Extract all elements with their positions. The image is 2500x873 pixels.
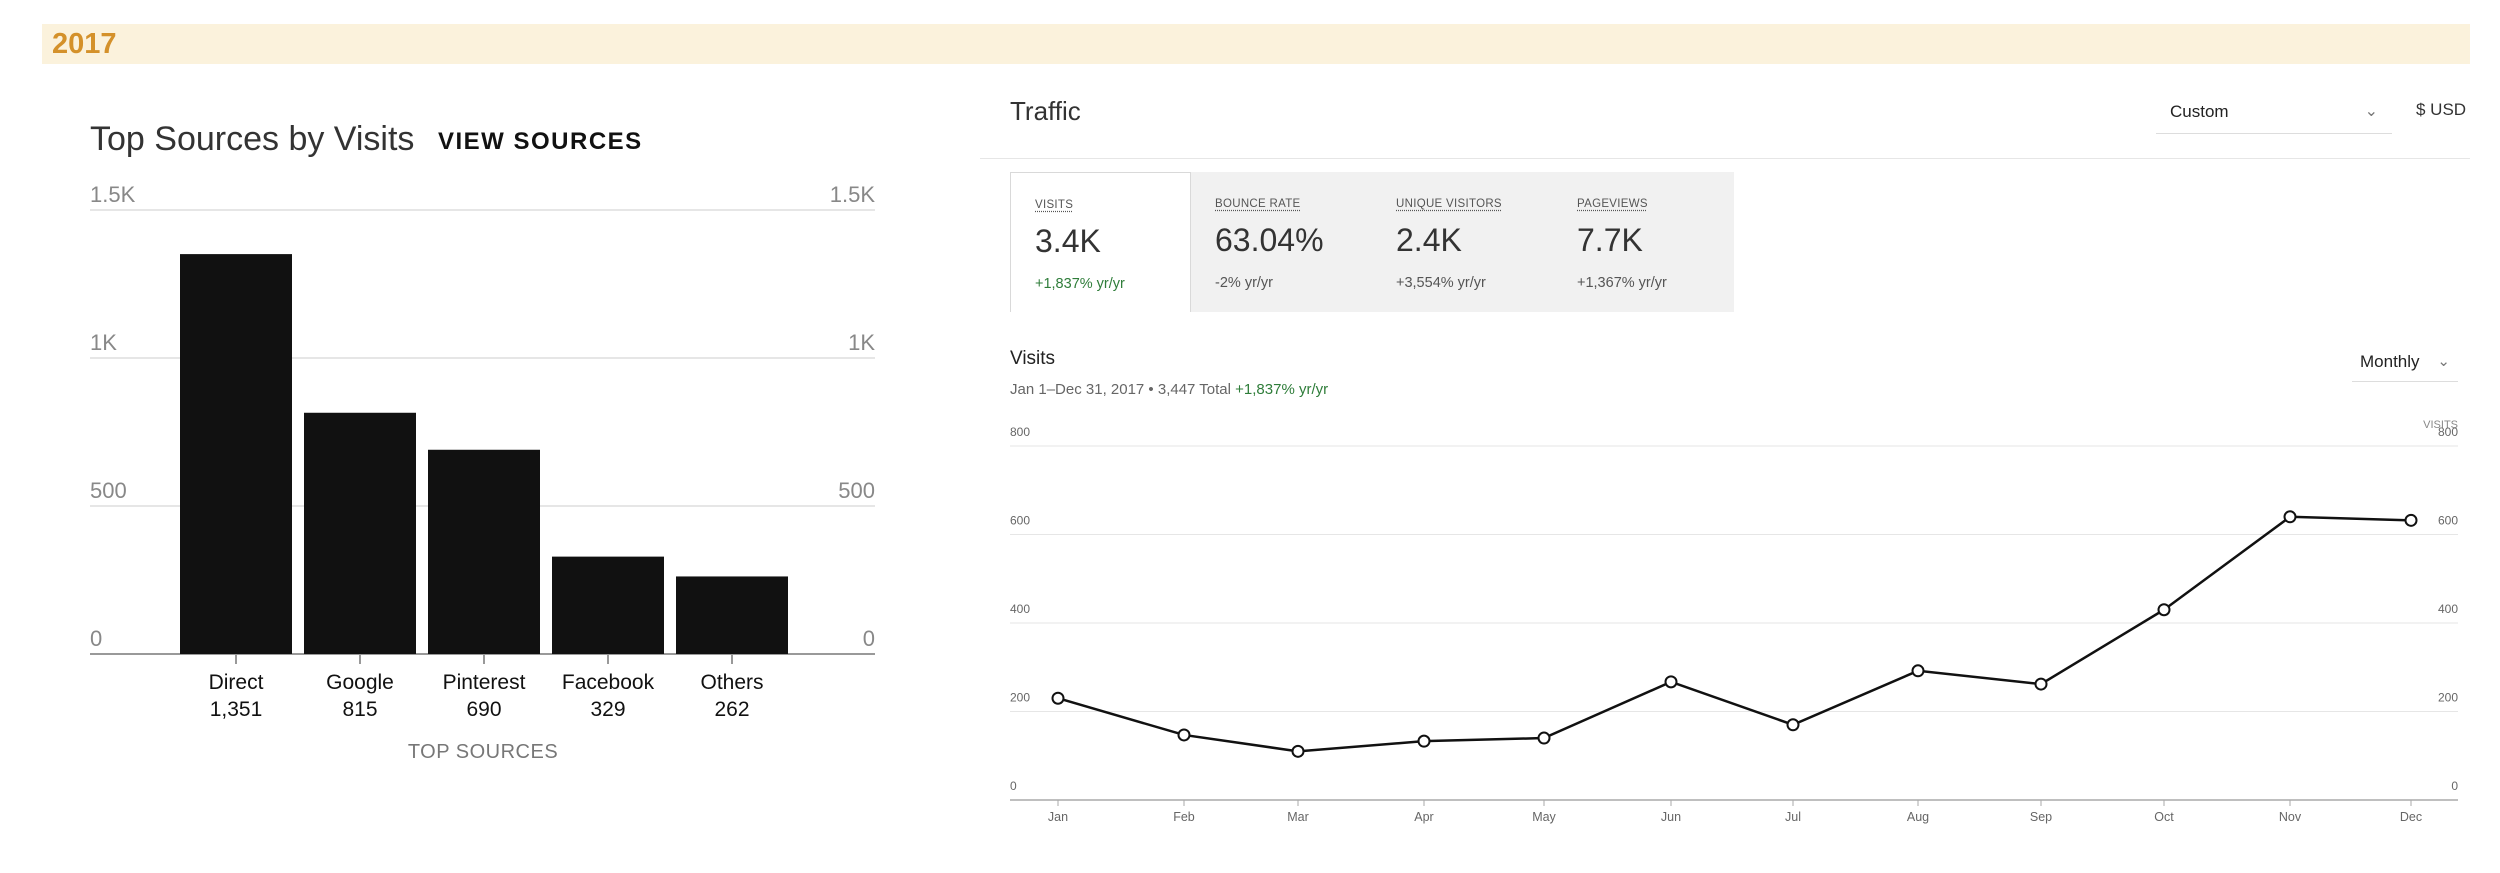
metric-label: BOUNCE RATE xyxy=(1215,198,1301,210)
x-tick-label: Google xyxy=(326,671,394,694)
x-tick-label: Dec xyxy=(2400,810,2422,824)
y-tick-label-right: 400 xyxy=(2438,602,2458,616)
period-value: Monthly xyxy=(2360,352,2420,371)
y-tick-label-right: 600 xyxy=(2438,514,2458,528)
x-tick-label: Nov xyxy=(2279,810,2302,824)
bar xyxy=(304,412,416,654)
y-tick-label-right: 0 xyxy=(863,626,875,651)
x-tick-label: Jun xyxy=(1661,810,1681,824)
data-point xyxy=(1291,744,1305,758)
data-point xyxy=(1177,728,1191,742)
x-tick-label: Oct xyxy=(2154,810,2174,824)
x-tick-label: Aug xyxy=(1907,810,1929,824)
top-sources-chart: 0 0 500 500 1K 1K 1.5K 1.5K Direct 1,351 Google 815… xyxy=(90,182,876,763)
y-tick-label-left: 0 xyxy=(1010,779,1017,793)
visits-line-chart: VISITS 0 0 200 200 400 400 600 600 800 800 Jan Feb Ma… xyxy=(1010,419,2458,824)
y-tick-label-left: 500 xyxy=(90,478,127,503)
x-tick-label: Direct xyxy=(209,671,264,694)
year-banner: 2017 xyxy=(42,24,2470,64)
data-point xyxy=(2283,510,2297,524)
data-label: 815 xyxy=(342,698,377,721)
data-point xyxy=(2034,677,2048,691)
y-tick-label-left: 200 xyxy=(1010,691,1030,705)
chevron-down-icon: ⌄ xyxy=(2364,103,2378,120)
metric-label: PAGEVIEWS xyxy=(1577,198,1648,210)
y-tick-label-right: 200 xyxy=(2438,691,2458,705)
bar xyxy=(676,576,788,654)
data-label: 329 xyxy=(590,698,625,721)
traffic-title: Traffic xyxy=(1010,96,1081,126)
y-tick-label-right: 800 xyxy=(2438,425,2458,439)
divider xyxy=(980,158,2470,159)
data-point xyxy=(1664,675,1678,689)
bar xyxy=(180,254,292,654)
data-point xyxy=(1417,734,1431,748)
y-axis-title: VISITS xyxy=(2423,419,2458,431)
x-tick-label: Mar xyxy=(1287,810,1309,824)
date-range-value: Custom xyxy=(2170,102,2229,121)
data-label: 262 xyxy=(714,698,749,721)
data-label: 690 xyxy=(466,698,501,721)
x-tick-label: Jan xyxy=(1048,810,1068,824)
metric-value: 63.04% xyxy=(1215,222,1324,258)
data-point xyxy=(1786,718,1800,732)
y-tick-label-right: 500 xyxy=(838,478,875,503)
metric-value: 7.7K xyxy=(1577,222,1643,258)
y-tick-label-left: 1K xyxy=(90,330,117,355)
x-tick-label: Apr xyxy=(1414,810,1433,824)
y-tick-label-right: 1.5K xyxy=(830,182,876,207)
data-point xyxy=(1051,691,1065,705)
metric-change: -2% yr/yr xyxy=(1215,275,1273,291)
y-tick-label-left: 1.5K xyxy=(90,182,136,207)
y-tick-label-right: 1K xyxy=(848,330,875,355)
visits-chart-subtitle: Jan 1–Dec 31, 2017 • 3,447 Total +1,837%… xyxy=(1010,381,1328,398)
tab-bounce-rate[interactable]: BOUNCE RATE 63.04% -2% yr/yr xyxy=(1191,172,1372,312)
x-tick-label: May xyxy=(1532,810,1556,824)
metric-change: +1,837% yr/yr xyxy=(1035,276,1125,292)
metric-change: +1,367% yr/yr xyxy=(1577,275,1667,291)
x-axis-title: TOP SOURCES xyxy=(408,741,558,763)
x-tick-label: Pinterest xyxy=(443,671,526,694)
metric-label: UNIQUE VISITORS xyxy=(1396,198,1502,210)
metric-tabs: VISITS 3.4K +1,837% yr/yr BOUNCE RATE 63… xyxy=(1010,172,1734,312)
y-tick-label-left: 0 xyxy=(90,626,102,651)
bar xyxy=(428,449,540,654)
x-tick-label: Sep xyxy=(2030,810,2052,824)
series-line xyxy=(1057,515,2412,753)
x-tick-label: Jul xyxy=(1785,810,1801,824)
date-range-select[interactable]: Custom ⌄ xyxy=(2156,90,2392,134)
visits-range-text: Jan 1–Dec 31, 2017 • 3,447 Total xyxy=(1010,381,1231,398)
y-tick-label-left: 600 xyxy=(1010,514,1030,528)
y-tick-label-left: 400 xyxy=(1010,602,1030,616)
data-point xyxy=(1911,664,1925,678)
visits-chart-title: Visits xyxy=(1010,348,1056,369)
visits-change: +1,837% yr/yr xyxy=(1235,381,1329,398)
top-sources-title: Top Sources by Visits xyxy=(90,120,415,158)
data-point xyxy=(2157,603,2171,617)
x-tick-label: Feb xyxy=(1173,810,1195,824)
tab-pageviews[interactable]: PAGEVIEWS 7.7K +1,367% yr/yr xyxy=(1553,172,1734,312)
metric-change: +3,554% yr/yr xyxy=(1396,275,1486,291)
data-label: 1,351 xyxy=(210,698,263,721)
tab-visits[interactable]: VISITS 3.4K +1,837% yr/yr xyxy=(1010,172,1191,312)
metric-value: 3.4K xyxy=(1035,223,1101,259)
y-tick-label-right: 0 xyxy=(2451,779,2458,793)
y-tick-label-left: 800 xyxy=(1010,425,1030,439)
data-point xyxy=(2404,513,2418,527)
bar xyxy=(552,556,664,654)
x-tick-label: Others xyxy=(700,671,763,694)
metric-value: 2.4K xyxy=(1396,222,1462,258)
period-select[interactable]: Monthly ⌄ xyxy=(2352,342,2458,382)
tab-unique-visitors[interactable]: UNIQUE VISITORS 2.4K +3,554% yr/yr xyxy=(1372,172,1553,312)
top-sources-panel: 0 0 500 500 1K 1K 1.5K 1.5K Direct 1,351 Google 815… xyxy=(0,80,980,800)
currency-label: $ USD xyxy=(2416,100,2467,119)
metric-label: VISITS xyxy=(1035,199,1074,211)
view-sources-link[interactable]: VIEW SOURCES xyxy=(438,128,643,155)
chevron-down-icon: ⌄ xyxy=(2437,353,2450,370)
x-tick-label: Facebook xyxy=(562,671,655,694)
traffic-panel: Traffic Custom ⌄ $ USD VISITS 3.4K +1,83… xyxy=(980,80,2470,860)
data-point xyxy=(1537,731,1551,745)
